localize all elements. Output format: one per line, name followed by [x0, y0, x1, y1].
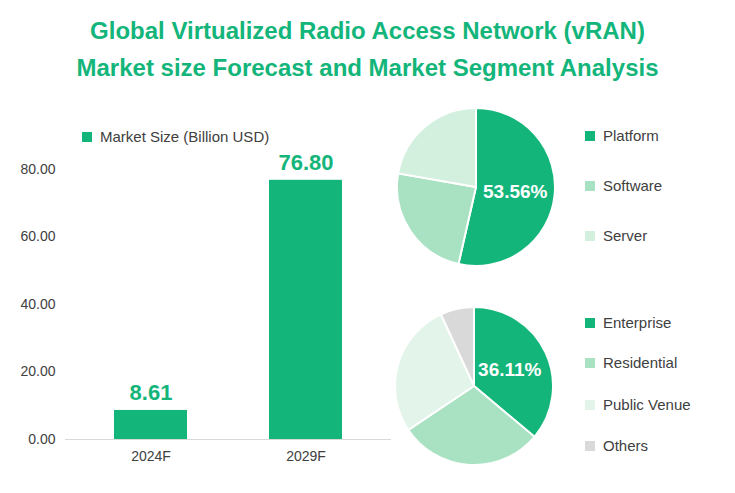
- html-text:Market Size (Billion USD): Market Size (Billion USD): [100, 128, 270, 145]
- svg-text:20.00: 20.00: [20, 363, 55, 379]
- html-text:Platform: Platform: [603, 127, 659, 144]
- svg-text:2024F: 2024F: [131, 448, 171, 464]
- svg-text:53.56%: 53.56%: [483, 181, 548, 202]
- html-text:Public Venue: Public Venue: [603, 396, 691, 413]
- html-text:Enterprise: Enterprise: [603, 314, 672, 331]
- svg-text:40.00: 40.00: [20, 296, 55, 312]
- html-text:Global Virtualized Radio Acces: Global Virtualized Radio Access Network …: [90, 17, 645, 44]
- html-text:Server: Server: [603, 227, 648, 244]
- svg-text:60.00: 60.00: [20, 228, 55, 244]
- svg-text:0.00: 0.00: [28, 431, 55, 447]
- html-text:Residential: Residential: [603, 354, 678, 371]
- svg-text:80.00: 80.00: [20, 161, 55, 177]
- svg-text:36.11%: 36.11%: [478, 359, 541, 380]
- svg-text:2029F: 2029F: [286, 448, 326, 464]
- svg-text:76.80: 76.80: [278, 150, 333, 175]
- html-text:Others: Others: [603, 437, 648, 454]
- svg-text:8.61: 8.61: [130, 380, 173, 405]
- html-text:Market size Forecast and Marke: Market size Forecast and Market Segment …: [76, 54, 659, 81]
- html-text:Software: Software: [603, 177, 663, 194]
